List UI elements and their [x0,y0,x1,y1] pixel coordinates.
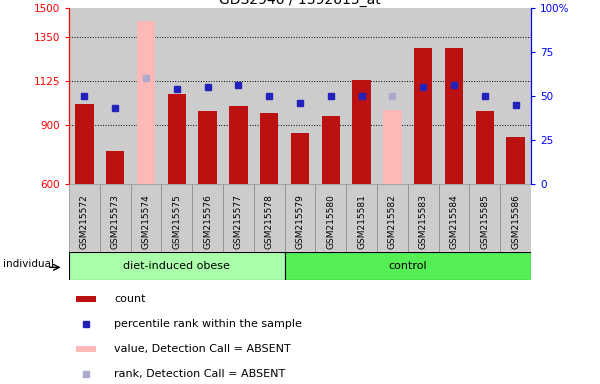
Bar [316,184,346,252]
Bar [377,184,408,252]
Text: GSM215581: GSM215581 [357,194,366,249]
Text: GSM215574: GSM215574 [142,194,151,249]
Bar [223,184,254,252]
Text: GSM215577: GSM215577 [234,194,243,249]
Text: GSM215580: GSM215580 [326,194,335,249]
Text: GSM215586: GSM215586 [511,194,520,249]
Bar [383,110,401,184]
Bar [322,116,340,184]
Bar [75,104,94,184]
Bar [291,133,309,184]
Text: GSM215573: GSM215573 [111,194,120,249]
Bar [445,48,463,184]
Text: GSM215575: GSM215575 [172,194,181,249]
Bar [167,94,186,184]
Bar [254,184,284,252]
Bar [69,252,284,280]
Bar [76,346,96,352]
Text: rank, Detection Call = ABSENT: rank, Detection Call = ABSENT [114,369,285,379]
Bar [506,137,525,184]
Bar [137,22,155,184]
Bar [352,80,371,184]
Bar [76,296,96,302]
Text: GSM215576: GSM215576 [203,194,212,249]
Text: value, Detection Call = ABSENT: value, Detection Call = ABSENT [114,344,290,354]
Title: GDS2946 / 1392615_at: GDS2946 / 1392615_at [219,0,381,7]
Bar [346,184,377,252]
Bar [476,111,494,184]
Text: control: control [388,261,427,271]
Bar [161,184,192,252]
Bar [131,184,161,252]
Text: GSM215583: GSM215583 [419,194,428,249]
Bar [439,184,469,252]
Text: GSM215578: GSM215578 [265,194,274,249]
Text: individual: individual [4,260,55,270]
Bar [408,184,439,252]
Bar [414,48,433,184]
Bar [100,184,131,252]
Text: count: count [114,294,145,304]
Text: GSM215585: GSM215585 [481,194,490,249]
Text: GSM215572: GSM215572 [80,194,89,249]
Bar [69,184,100,252]
Bar [106,151,124,184]
Bar [192,184,223,252]
Bar [284,252,531,280]
Bar [500,184,531,252]
Text: diet-induced obese: diet-induced obese [124,261,230,271]
Bar [284,184,316,252]
Bar [469,184,500,252]
Text: GSM215584: GSM215584 [449,194,458,249]
Bar [229,106,248,184]
Text: GSM215582: GSM215582 [388,194,397,249]
Bar [199,111,217,184]
Bar [260,113,278,184]
Text: percentile rank within the sample: percentile rank within the sample [114,319,302,329]
Text: GSM215579: GSM215579 [296,194,305,249]
